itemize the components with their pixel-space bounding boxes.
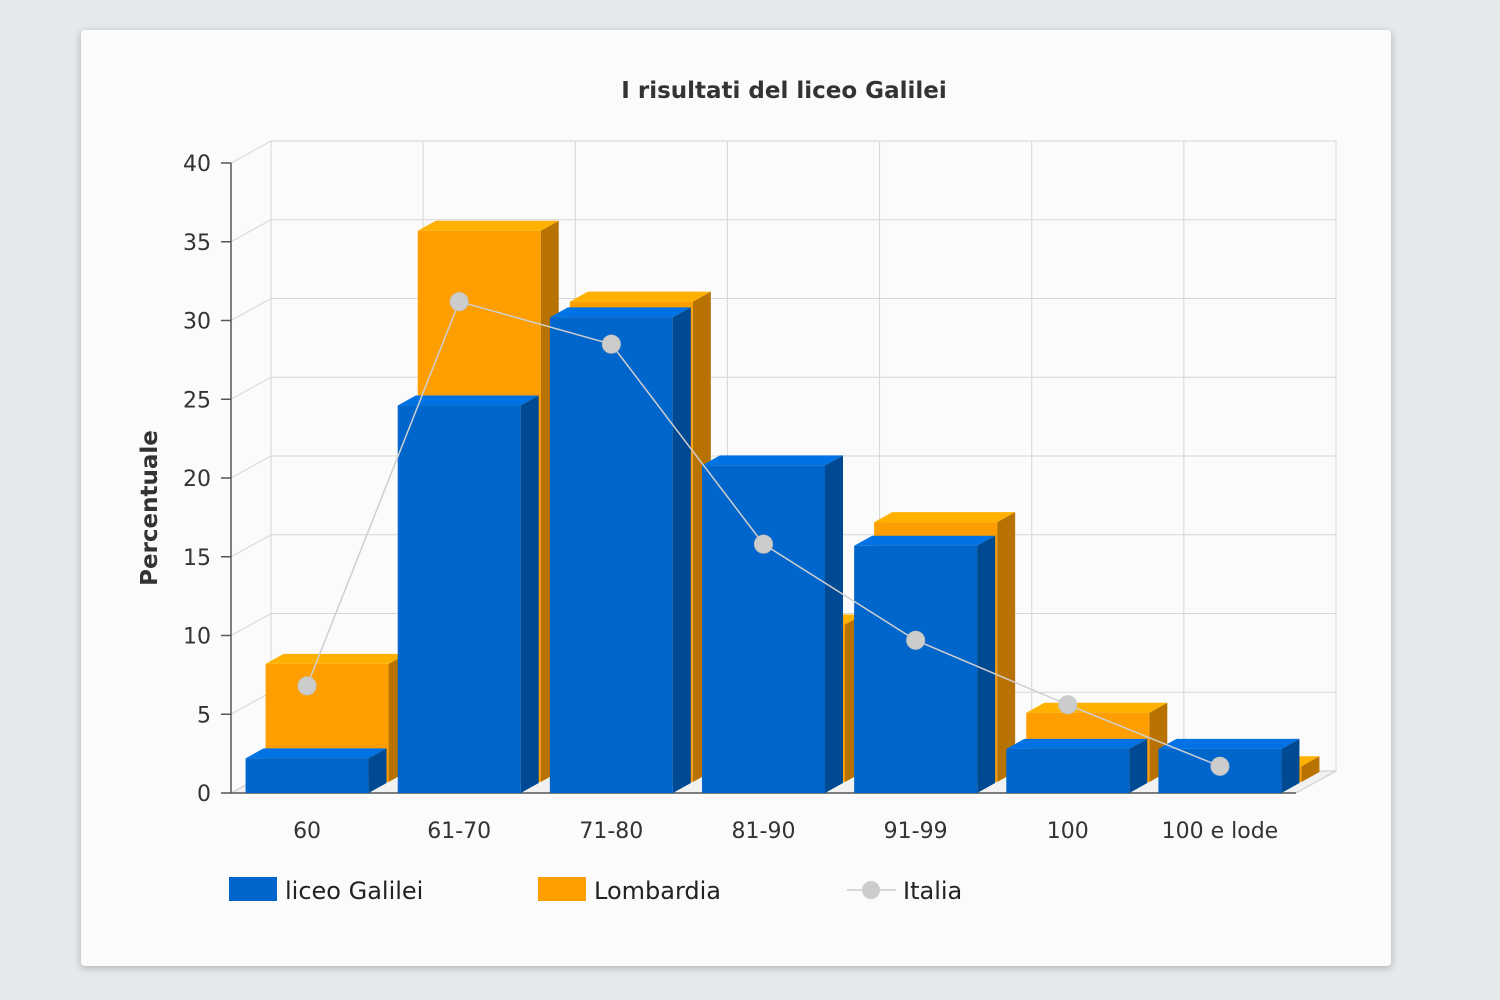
italia-point: [754, 534, 773, 554]
bar-liceo-galilei-side: [1129, 738, 1148, 793]
italia-point: [1210, 756, 1230, 776]
x-tick-label: 71-80: [579, 819, 643, 844]
y-tick-label: 10: [183, 625, 211, 650]
chart: I risultati del liceo Galilei Percentual…: [137, 78, 1337, 905]
bar-lombardia-top: [417, 220, 559, 231]
legend-item-liceo-galilei-swatch: [229, 877, 277, 901]
y-tick-label: 5: [197, 703, 211, 728]
bar-liceo-galilei-side: [977, 535, 996, 793]
italia-point: [297, 676, 317, 696]
legend: liceo Galilei Lombardia Italia: [229, 877, 962, 905]
italia-point: [449, 292, 469, 312]
bar-liceo-galilei-front: [397, 405, 521, 793]
bar-liceo-galilei-top: [702, 455, 843, 466]
bar-liceo-galilei: [1006, 738, 1148, 793]
bar-liceo-galilei: [397, 395, 539, 793]
italia-point: [906, 630, 926, 650]
bar-lombardia-side: [1301, 756, 1320, 782]
bar-liceo-galilei-top: [245, 748, 387, 759]
y-tick-label: 40: [183, 152, 211, 177]
gridline-side: [230, 534, 272, 558]
y-tick-label: 30: [183, 310, 211, 335]
gridline-side: [230, 455, 272, 479]
bar-liceo-galilei-top: [397, 395, 539, 406]
chart-title: I risultati del liceo Galilei: [621, 78, 946, 104]
bar-liceo-galilei-top: [549, 307, 691, 318]
legend-item-lombardia: Lombardia: [538, 877, 721, 905]
legend-item-liceo-galilei-label: liceo Galilei: [285, 877, 423, 905]
bar-lombardia-side: [997, 512, 1016, 782]
bar-liceo-galilei-top: [854, 535, 996, 546]
bar-liceo-galilei-front: [549, 317, 673, 793]
bar-liceo-galilei-front: [1006, 748, 1130, 793]
bar-lombardia-top: [569, 291, 711, 302]
gridline-side: [230, 613, 272, 636]
bar-liceo-galilei-top: [1158, 738, 1300, 749]
bar-liceo-galilei-side: [1281, 738, 1300, 793]
bar-liceo-galilei-front: [854, 545, 978, 793]
bar-liceo-galilei-top: [1006, 738, 1148, 749]
legend-item-italia-label: Italia: [903, 877, 962, 905]
bar-liceo-galilei-front: [245, 758, 369, 793]
y-tick-label: 20: [183, 467, 211, 492]
chart-card: I risultati del liceo Galilei Percentual…: [81, 30, 1391, 966]
legend-item-lombardia-swatch: [538, 877, 586, 901]
bar-liceo-galilei: [854, 535, 996, 793]
gridline-side: [230, 219, 272, 243]
bar-lombardia-top: [874, 512, 1016, 523]
y-tick-label: 0: [197, 782, 211, 807]
x-tick-label: 81-90: [732, 819, 796, 844]
bar-liceo-galilei-side: [672, 307, 691, 793]
bar-liceo-galilei-side: [520, 395, 539, 793]
gridline-side: [230, 376, 272, 400]
y-axis-label: Percentuale: [137, 430, 163, 586]
italia-point: [1058, 695, 1078, 715]
x-tick-label: 100 e lode: [1162, 819, 1279, 844]
legend-item-italia-marker: [862, 881, 880, 899]
italia-point: [601, 334, 621, 354]
axis-labels: 0 5 10 15 20 25 30 35 40 60 61-70 71-80 81-90 91-99 10…: [183, 152, 1278, 844]
bar-liceo-galilei: [245, 748, 387, 793]
y-tick-label: 35: [183, 231, 211, 256]
legend-item-italia: Italia: [847, 877, 962, 905]
legend-item-lombardia-label: Lombardia: [594, 877, 721, 905]
gridline-side: [230, 691, 272, 715]
bars: [245, 220, 1320, 793]
x-tick-label: 91-99: [884, 819, 948, 844]
bar-liceo-galilei-side: [368, 748, 387, 793]
bar-liceo-galilei: [549, 307, 691, 793]
bar-liceo-galilei-side: [825, 455, 843, 793]
bar-liceo-galilei: [702, 455, 843, 793]
legend-item-liceo-galilei: liceo Galilei: [229, 877, 423, 905]
x-tick-label: 61-70: [427, 819, 491, 844]
bar-lombardia-top: [1026, 702, 1168, 713]
bar-liceo-galilei-front: [702, 465, 825, 793]
bar-lombardia-top: [265, 653, 407, 664]
y-tick-label: 15: [183, 546, 211, 571]
italia-line: [297, 292, 1230, 776]
y-tick-label: 25: [183, 388, 211, 413]
gridline-side: [230, 140, 272, 164]
gridline-side: [230, 298, 272, 321]
x-tick-label: 100: [1047, 819, 1089, 844]
x-tick-label: 60: [293, 819, 321, 844]
